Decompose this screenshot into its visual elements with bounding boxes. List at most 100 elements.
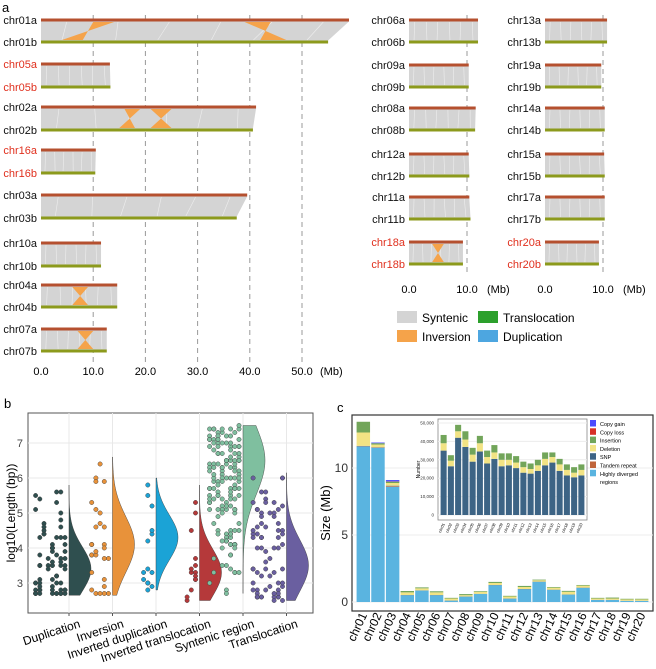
data-point <box>224 504 228 508</box>
syntenic-ribbon <box>41 66 110 86</box>
data-point <box>38 591 42 595</box>
data-point <box>189 588 193 592</box>
data-point <box>207 486 211 490</box>
bar-segment-deletion <box>635 599 648 600</box>
chromosome-label: chr11a <box>372 192 406 204</box>
chromosome-label: chr08b <box>371 125 405 137</box>
data-point <box>216 462 220 466</box>
data-point <box>207 427 211 431</box>
data-point <box>59 591 63 595</box>
data-point <box>237 423 241 427</box>
data-point <box>220 441 224 445</box>
data-point <box>264 490 268 494</box>
data-point <box>33 507 37 511</box>
chromosome-label: chr04a <box>3 280 38 292</box>
data-point <box>224 591 228 595</box>
chromosome-bar-a <box>409 19 478 22</box>
bar-segment-insertion <box>445 598 458 599</box>
legend-swatch <box>590 437 596 444</box>
chromosome-bar-b <box>41 350 107 353</box>
data-point <box>280 504 284 508</box>
bar-segment-deletion <box>520 467 526 473</box>
data-point <box>233 546 237 550</box>
data-point <box>146 539 150 543</box>
data-point <box>90 570 94 574</box>
y-tick-label: 30,000 <box>420 457 434 462</box>
data-point <box>228 441 232 445</box>
data-point <box>251 500 255 504</box>
data-point <box>150 570 154 574</box>
data-point <box>255 546 259 550</box>
data-point <box>280 581 284 585</box>
legend-swatch <box>590 453 596 460</box>
legend-swatch <box>590 470 596 477</box>
data-point <box>146 581 150 585</box>
synteny-right1: chr06achr06bchr09achr09bchr08achr08bchr1… <box>371 15 509 296</box>
data-point <box>280 598 284 602</box>
data-point <box>228 434 232 438</box>
data-point <box>207 469 211 473</box>
chromosome-bar-b <box>409 86 469 89</box>
data-point <box>94 525 98 529</box>
chromosome-bar-a <box>545 153 604 156</box>
synteny-right2: chr13achr13bchr19achr19bchr14achr14bchr1… <box>507 15 645 296</box>
bar-segment-insertion <box>499 453 505 459</box>
data-point <box>237 458 241 462</box>
data-point <box>276 507 280 511</box>
bar-segment-tandem-repeat <box>386 486 399 487</box>
bar-segment-snp <box>528 474 534 515</box>
data-point <box>216 437 220 441</box>
synteny-left: chr01achr01bchr05achr05bchr02achr02bchr1… <box>3 15 349 378</box>
data-point <box>38 535 42 539</box>
axis-tick-label: 40.0 <box>239 366 260 378</box>
data-point <box>102 525 106 529</box>
data-point <box>216 514 220 518</box>
bar-segment-deletion <box>445 599 458 601</box>
bar-segment-snp <box>455 438 461 515</box>
chromosome-label: chr13a <box>507 15 542 27</box>
data-point <box>228 567 232 571</box>
bar-segment-deletion <box>462 440 468 447</box>
bar-segment-insertion <box>474 591 487 592</box>
syntenic-ribbon <box>41 152 96 172</box>
data-point <box>272 500 276 504</box>
data-point <box>102 577 106 581</box>
bar-segment-insertion <box>455 425 461 431</box>
chromosome-label: chr11b <box>372 214 405 226</box>
legend-label: Copy loss <box>600 430 624 436</box>
data-point <box>33 581 37 585</box>
bar-segment-deletion <box>506 460 512 466</box>
data-point <box>237 437 241 441</box>
syntenic-ribbon <box>41 197 247 217</box>
data-point <box>268 574 272 578</box>
data-point <box>259 521 263 525</box>
chromosome-label: chr19b <box>507 82 541 94</box>
chromosome-bar-b <box>41 129 253 132</box>
data-point <box>193 511 197 515</box>
legend-label: Syntenic <box>422 311 468 325</box>
bar-segment-deletion <box>477 443 483 451</box>
data-point <box>268 584 272 588</box>
chromosome-bar-b <box>41 172 95 175</box>
bar-segment-insertion <box>562 591 575 592</box>
axis-tick-label: 10.0 <box>456 284 477 296</box>
data-point <box>259 514 263 518</box>
chromosome-bar-a <box>409 241 463 244</box>
bar-segment-insertion <box>532 580 545 581</box>
chromosome-bar-a <box>409 107 476 110</box>
bar-segment-snp <box>484 463 490 515</box>
chromosome-bar-a <box>545 19 607 22</box>
data-point <box>216 507 220 511</box>
bar-segment-highly-diverged-regions <box>606 600 619 602</box>
chromosome-bar-a <box>41 106 256 109</box>
bar-segment-insertion <box>441 435 447 443</box>
inset-number-chart: 010,00020,00030,00040,00050,000chr01chr0… <box>416 419 587 533</box>
panel-label-b: b <box>4 396 11 411</box>
chromosome-bar-b <box>409 41 478 44</box>
bar-segment-insertion <box>357 422 370 433</box>
bar-segment-deletion <box>386 483 399 486</box>
